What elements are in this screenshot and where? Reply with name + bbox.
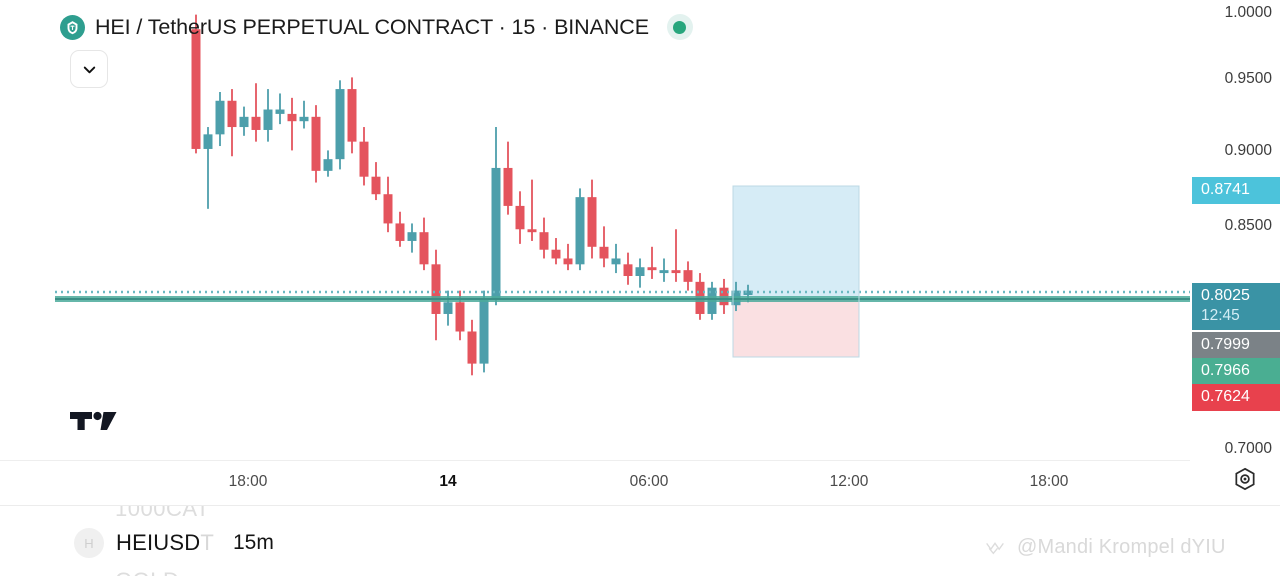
timeframe-selector[interactable]: 15m xyxy=(233,531,274,554)
candle-body xyxy=(479,299,489,364)
order-price-badge[interactable]: 0.7999 xyxy=(1192,332,1280,360)
candle-body xyxy=(191,29,201,149)
position-profit-zone xyxy=(733,186,859,297)
candle-body xyxy=(515,205,525,230)
symbol-avatar: H xyxy=(74,528,104,558)
candlestick-series xyxy=(55,14,1190,376)
candle-body xyxy=(203,134,213,149)
candle-body xyxy=(239,116,249,128)
stop-price-badge[interactable]: 0.7624 xyxy=(1192,384,1280,412)
candle-body xyxy=(299,116,309,122)
candle-body xyxy=(563,258,573,265)
symbol-list-next[interactable]: GOLD xyxy=(115,568,179,576)
candle-body xyxy=(359,141,369,177)
symbol-list-prev[interactable]: 1000CAT xyxy=(115,505,210,521)
time-scale[interactable]: 18:00 14 06:00 12:00 18:00 xyxy=(0,460,1190,505)
candle-body xyxy=(323,159,333,171)
candle-body xyxy=(647,267,657,271)
candle-body xyxy=(683,270,693,282)
candle-body xyxy=(743,290,753,295)
candle-body xyxy=(431,264,441,314)
candle-body xyxy=(491,167,501,300)
axis-settings-hex-icon[interactable] xyxy=(1232,466,1258,492)
candle-body xyxy=(587,197,597,247)
candle-body xyxy=(419,232,429,265)
candle-body xyxy=(311,116,321,171)
symbol-selector[interactable]: H HEIUSDT xyxy=(74,528,214,558)
candle-body xyxy=(599,246,609,259)
candle-body xyxy=(539,232,549,250)
badge-value: 0.7624 xyxy=(1201,388,1250,405)
candle-body xyxy=(527,229,537,233)
price-tick: 0.9500 xyxy=(1224,70,1272,87)
time-tick: 18:00 xyxy=(1029,473,1069,490)
candle-body xyxy=(275,109,285,114)
candle-body xyxy=(467,331,477,364)
badge-value: 0.8741 xyxy=(1201,181,1250,198)
candle-body xyxy=(407,232,417,241)
position-loss-zone xyxy=(733,300,859,357)
target-price-badge[interactable]: 0.7966 xyxy=(1192,358,1280,386)
time-tick: 18:00 xyxy=(228,473,268,490)
symbol-ticker-text: HEIUSD xyxy=(116,530,201,555)
candle-body xyxy=(575,197,585,265)
price-tick: 0.9000 xyxy=(1224,142,1272,159)
candle-body xyxy=(383,194,393,224)
candle-body xyxy=(635,267,645,276)
candle-body xyxy=(227,100,237,128)
candle-body xyxy=(347,89,357,142)
candle-body xyxy=(371,176,381,195)
badge-value: 0.8025 xyxy=(1201,287,1250,304)
price-tick: 0.8500 xyxy=(1224,217,1272,234)
candle-body xyxy=(287,113,297,122)
candle-body xyxy=(455,302,465,332)
price-tick: 0.7000 xyxy=(1224,440,1272,457)
candle-body xyxy=(623,264,633,276)
position-tool-outline xyxy=(732,185,860,358)
bottom-toolbar: 1000CAT GOLD H HEIUSDT 15m xyxy=(0,505,1280,576)
candle-body xyxy=(443,302,453,314)
price-tick: 1.0000 xyxy=(1224,4,1272,21)
candle-body xyxy=(263,109,273,130)
time-tick: 06:00 xyxy=(629,473,669,490)
time-tick: 14 xyxy=(439,473,457,490)
time-tick: 12:00 xyxy=(829,473,869,490)
chart-plot-area[interactable] xyxy=(0,0,1190,460)
badge-value: 0.7999 xyxy=(1201,336,1250,353)
candle-body xyxy=(251,116,261,130)
price-scale[interactable]: 1.0000 0.9500 0.9000 0.8500 0.7000 0.8741 0.8… xyxy=(1190,0,1280,505)
symbol-ticker: HEIUSDT xyxy=(116,530,214,556)
candle-body xyxy=(671,270,681,274)
chevron-down-icon xyxy=(83,66,95,73)
candle-body xyxy=(395,223,405,241)
badge-value: 0.7966 xyxy=(1201,362,1250,379)
legend-collapse-button[interactable] xyxy=(70,50,108,88)
candle-body xyxy=(503,167,513,206)
candle-body xyxy=(659,270,669,274)
candle-body xyxy=(335,89,345,160)
badge-subvalue: 12:45 xyxy=(1201,307,1240,325)
candle-body xyxy=(551,249,561,259)
tradingview-logo-icon xyxy=(70,408,124,439)
candle-body xyxy=(611,258,621,265)
last-price-badge[interactable]: 0.8741 xyxy=(1192,177,1280,205)
symbol-ticker-tail: T xyxy=(200,530,214,555)
candle-body xyxy=(215,100,225,135)
entry-price-badge[interactable]: 0.8025 12:45 xyxy=(1192,283,1280,331)
